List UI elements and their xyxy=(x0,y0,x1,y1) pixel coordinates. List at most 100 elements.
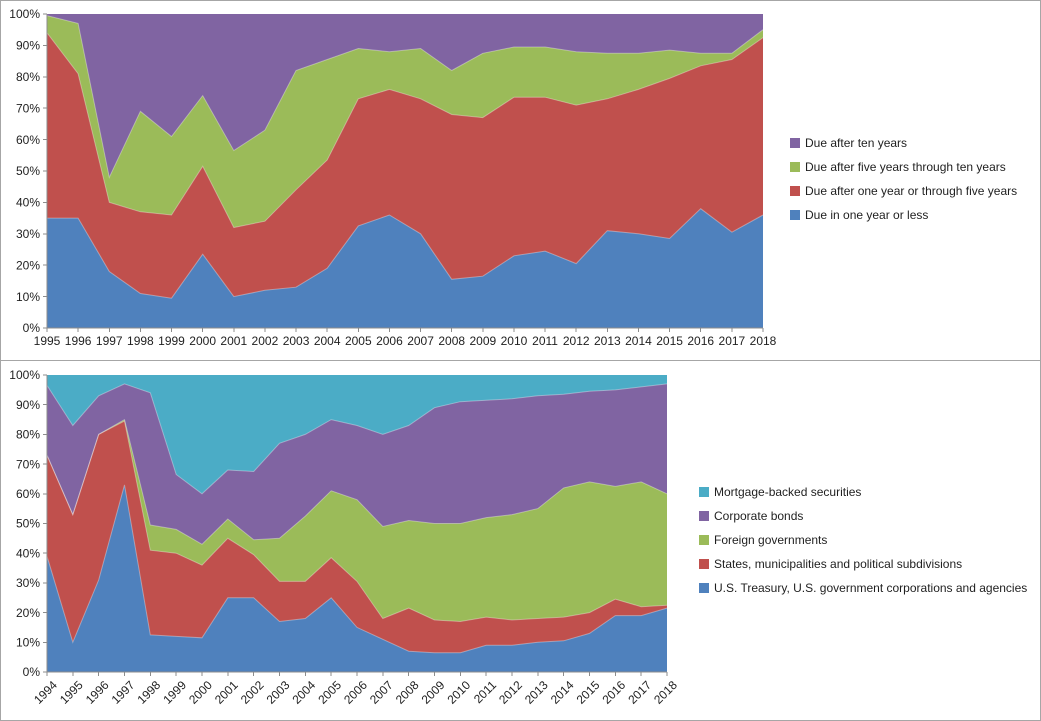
x-tick-label: 2017 xyxy=(625,678,654,707)
legend-label: Foreign governments xyxy=(714,533,828,547)
x-tick-label: 2011 xyxy=(471,678,499,706)
x-tick-label: 2002 xyxy=(252,334,279,348)
x-tick-label: 2006 xyxy=(341,678,370,707)
legend-label: U.S. Treasury, U.S. government corporati… xyxy=(714,581,1028,595)
legend-swatch-icon xyxy=(790,186,800,196)
x-tick-label: 2013 xyxy=(594,334,621,348)
x-tick-label: 2018 xyxy=(750,334,777,348)
legend-label: Due after ten years xyxy=(805,136,908,150)
x-tick-label: 2018 xyxy=(651,678,680,707)
series-boundary-line xyxy=(46,15,764,179)
y-tick-label: 90% xyxy=(16,39,40,53)
y-tick-label: 50% xyxy=(16,517,40,531)
x-tick-label: 2014 xyxy=(548,678,577,707)
x-tick-label: 1997 xyxy=(96,334,123,348)
series-boundary-line xyxy=(46,418,668,545)
x-tick-label: 2007 xyxy=(407,334,434,348)
legend-item: Foreign governments xyxy=(699,528,1027,552)
legend-swatch-icon xyxy=(699,487,709,497)
legend-label: Due after five years through ten years xyxy=(805,160,1006,174)
y-tick-label: 10% xyxy=(16,290,40,304)
legend-swatch-icon xyxy=(790,162,800,172)
legend-swatch-icon xyxy=(699,535,709,545)
series-boundary-line xyxy=(47,208,764,299)
x-tick-label: 1998 xyxy=(134,678,163,707)
x-tick-label: 2013 xyxy=(522,678,551,707)
x-tick-label: 2014 xyxy=(625,334,652,348)
series-boundary-line xyxy=(46,420,668,623)
legend-label: Corporate bonds xyxy=(714,509,804,523)
y-tick-label: 0% xyxy=(23,321,41,335)
x-tick-label: 2015 xyxy=(574,678,603,707)
legend-item: U.S. Treasury, U.S. government corporati… xyxy=(699,576,1027,600)
legend-item: Due after one year or through five years xyxy=(790,179,1017,203)
legend-item: States, municipalities and political sub… xyxy=(699,552,1027,576)
x-tick-label: 1996 xyxy=(65,334,92,348)
y-tick-label: 30% xyxy=(16,576,40,590)
y-tick-label: 70% xyxy=(16,101,40,115)
x-tick-label: 2005 xyxy=(345,334,372,348)
x-tick-label: 1995 xyxy=(34,334,61,348)
x-tick-label: 1995 xyxy=(57,678,86,707)
x-tick-label: 2009 xyxy=(469,334,496,348)
x-tick-label: 2011 xyxy=(532,334,558,348)
y-tick-label: 60% xyxy=(16,487,40,501)
y-tick-label: 0% xyxy=(23,665,41,679)
area-due-in-one-year-or-less xyxy=(47,208,763,328)
x-tick-label: 1996 xyxy=(83,678,112,707)
legend-swatch-icon xyxy=(790,210,800,220)
holdings-by-type-chart: 0% 10% 20% 30% 40% 50% 60% 70% 80% 90% 100% 1994 199… xyxy=(0,360,1041,721)
y-tick-label: 90% xyxy=(16,398,40,412)
y-tick-label: 60% xyxy=(16,133,40,147)
maturity-chart-plot: 0% 10% 20% 30% 40% 50% 60% 70% 80% 90% 100% 1995 199… xyxy=(9,7,777,348)
x-tick-label: 2007 xyxy=(367,678,396,707)
x-tick-label: 2003 xyxy=(264,678,293,707)
series-boundary-line xyxy=(46,484,668,654)
holdings-chart-legend: Mortgage-backed securities Corporate bond… xyxy=(699,480,1027,600)
legend-item: Due after ten years xyxy=(790,131,1017,155)
x-tick-label: 2008 xyxy=(438,334,465,348)
y-tick-label: 10% xyxy=(16,636,40,650)
area-due-after-one-year-or-through-five-years xyxy=(47,32,763,329)
x-tick-label: 2012 xyxy=(496,678,525,707)
x-tick-label: 1999 xyxy=(158,334,185,348)
x-tick-label: 2008 xyxy=(393,678,422,707)
area-states-municipalities-and-political-subdivisions xyxy=(47,421,667,672)
legend-item: Due in one year or less xyxy=(790,203,1017,227)
x-tick-label: 2012 xyxy=(563,334,590,348)
x-tick-label: 2016 xyxy=(599,678,628,707)
legend-swatch-icon xyxy=(790,138,800,148)
y-tick-label: 30% xyxy=(16,227,40,241)
x-tick-label: 2000 xyxy=(186,678,215,707)
x-tick-label: 2003 xyxy=(283,334,310,348)
legend-label: Due in one year or less xyxy=(805,208,929,222)
x-tick-label: 1998 xyxy=(127,334,154,348)
x-tick-label: 1999 xyxy=(160,678,189,707)
y-tick-label: 40% xyxy=(16,546,40,560)
y-tick-label: 50% xyxy=(16,164,40,178)
x-tick-label: 2004 xyxy=(314,334,341,348)
y-tick-label: 80% xyxy=(16,70,40,84)
y-tick-label: 70% xyxy=(16,457,40,471)
x-tick-label: 2006 xyxy=(376,334,403,348)
legend-label: Due after one year or through five years xyxy=(805,184,1018,198)
y-tick-label: 40% xyxy=(16,196,40,210)
y-tick-label: 20% xyxy=(16,258,40,272)
x-tick-label: 2001 xyxy=(212,678,241,707)
maturity-chart-legend: Due after ten years Due after five years … xyxy=(790,131,1017,227)
legend-swatch-icon xyxy=(699,559,709,569)
x-tick-label: 2016 xyxy=(687,334,714,348)
x-tick-label: 2010 xyxy=(444,678,473,707)
maturity-distribution-chart: 0% 10% 20% 30% 40% 50% 60% 70% 80% 90% 100% 1995 199… xyxy=(0,0,1041,361)
x-tick-label: 2001 xyxy=(220,334,247,348)
x-tick-label: 2002 xyxy=(238,678,267,707)
legend-label: States, municipalities and political sub… xyxy=(714,557,963,571)
x-tick-label: 2015 xyxy=(656,334,683,348)
y-tick-label: 100% xyxy=(9,368,40,382)
y-tick-label: 80% xyxy=(16,428,40,442)
y-tick-label: 100% xyxy=(9,7,40,21)
x-tick-label: 2017 xyxy=(719,334,746,348)
series-boundary-line xyxy=(46,383,668,495)
y-tick-label: 20% xyxy=(16,606,40,620)
x-tick-label: 2009 xyxy=(419,678,448,707)
